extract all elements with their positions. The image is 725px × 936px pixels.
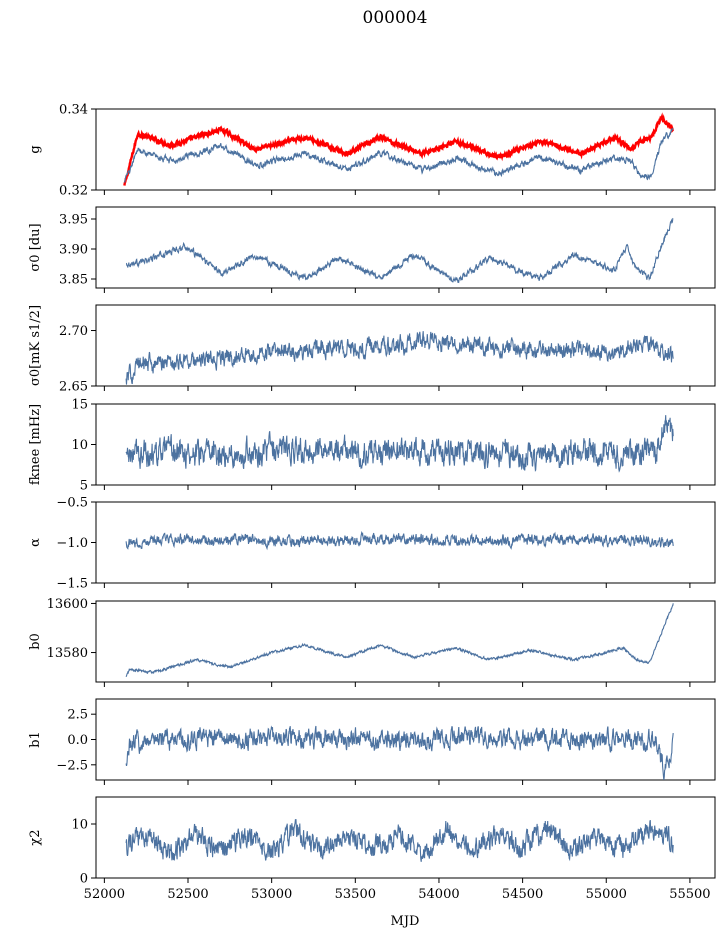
- subplot-2: 3.95 3.90 3.85 σ0 [du]: [28, 206, 716, 293]
- y-tick-label: −1.0: [56, 536, 88, 551]
- subplot-6: 13600 13580 b0: [28, 597, 716, 687]
- y-axis-label: g: [28, 145, 43, 153]
- subplot-7: 2.5 0.0 −2.5 b1: [28, 698, 716, 785]
- x-tick-label: 54500: [502, 887, 543, 902]
- x-tick-label: 55000: [586, 887, 627, 902]
- subplot-5: −0.5 −1.0 −1.5 α: [28, 496, 716, 592]
- y-tick-label: 0.34: [59, 103, 88, 118]
- y-tick-label: 0: [80, 872, 88, 887]
- series-line: [125, 415, 674, 473]
- y-tick-label: 10: [71, 818, 88, 833]
- x-axis-label: MJD: [391, 914, 420, 929]
- y-tick-label: 5: [80, 479, 88, 494]
- series-line: [125, 603, 674, 678]
- series-line: [125, 331, 674, 385]
- y-tick-label: 3.85: [59, 273, 88, 288]
- y-tick-label: 3.95: [59, 213, 88, 228]
- y-tick-label: 13600: [47, 597, 88, 612]
- y-tick-label: −1.5: [56, 577, 88, 592]
- series-line: [123, 112, 675, 186]
- series-line: [125, 725, 674, 780]
- y-axis-label: b1: [28, 731, 43, 748]
- y-axis-label: χ2: [28, 829, 43, 845]
- y-axis-label: b0: [28, 633, 43, 650]
- y-tick-label: −0.5: [56, 496, 88, 511]
- subplot-8: 10 0 χ2 52000 52500 53000 53500 54000 54500 55000…: [28, 796, 716, 902]
- subplot-3: 2.70 2.65 σ0[mK s1/2]: [28, 304, 716, 395]
- x-tick-label: 53500: [335, 887, 376, 902]
- x-tick-label: 54000: [418, 887, 459, 902]
- y-tick-label: 2.5: [67, 708, 88, 723]
- subplot-4: 15 10 5 fknee [mHz]: [28, 398, 716, 494]
- y-tick-label: 2.70: [59, 324, 88, 339]
- series-line: [125, 530, 674, 551]
- y-axis-label: fknee [mHz]: [28, 404, 43, 485]
- y-axis-label: σ0 [du]: [28, 223, 43, 271]
- series-line: [125, 217, 674, 284]
- x-tick-label: 53000: [251, 887, 292, 902]
- y-tick-label: 10: [71, 438, 88, 453]
- y-tick-label: 0.32: [59, 184, 88, 199]
- figure-title: 000004: [363, 8, 428, 28]
- subplot-frame: [95, 206, 716, 289]
- subplot-frame: [95, 304, 716, 387]
- y-axis-label: α: [28, 538, 43, 547]
- x-tick-label: 52500: [167, 887, 208, 902]
- subplot-stack: 0.34 0.32 g 3.95 3.90 3.85 σ0 [du] 2.70 2.65 σ0[m…: [28, 103, 716, 902]
- series-line: [125, 819, 674, 862]
- series-line: [123, 127, 674, 184]
- y-axis-label: σ0[mK s1/2]: [28, 305, 43, 386]
- x-tick-label: 55500: [669, 887, 710, 902]
- y-tick-label: 2.65: [59, 380, 88, 395]
- y-tick-label: 0.0: [67, 733, 88, 748]
- y-tick-label: −2.5: [56, 758, 88, 773]
- subplot-1: 0.34 0.32 g: [28, 103, 716, 199]
- y-tick-label: 3.90: [59, 243, 88, 258]
- y-tick-label: 13580: [47, 646, 88, 661]
- y-tick-label: 15: [71, 398, 88, 413]
- subplot-frame: [95, 600, 716, 683]
- x-tick-label: 52000: [84, 887, 125, 902]
